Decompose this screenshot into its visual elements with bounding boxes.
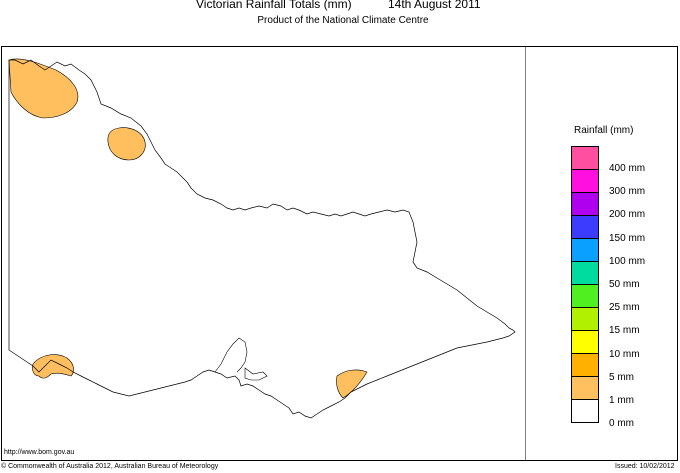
legend-swatch [571, 376, 599, 399]
legend-swatch [571, 261, 599, 284]
legend-label: 15 mm [609, 325, 640, 337]
footer-url[interactable]: http://www.bom.gov.au [4, 449, 75, 456]
legend-swatch [571, 307, 599, 330]
port-phillip-bay [214, 337, 268, 381]
rain-area-south [336, 369, 368, 399]
legend-swatch [571, 399, 599, 423]
legend-swatch [571, 146, 599, 169]
legend-swatch [571, 353, 599, 376]
victoria-map [8, 46, 526, 461]
victoria-outline [8, 59, 516, 419]
legend-swatch [571, 238, 599, 261]
legend-title: Rainfall (mm) [574, 125, 634, 136]
legend-label: 5 mm [609, 371, 634, 383]
legend-swatch [571, 192, 599, 215]
rain-area-north [107, 127, 146, 161]
title-date: 14th August 2011 [388, 0, 481, 11]
title-text: Victorian Rainfall Totals (mm) [196, 0, 352, 11]
rainfall-legend [571, 146, 599, 423]
legend-label: 200 mm [609, 209, 646, 221]
legend-label: 1 mm [609, 395, 634, 406]
legend-swatch [571, 284, 599, 307]
legend-label: 300 mm [609, 186, 646, 198]
legend-label: 0 mm [609, 418, 634, 430]
map-frame [1, 46, 678, 461]
legend-label: 50 mm [609, 279, 640, 290]
subtitle: Product of the National Climate Centre [257, 15, 429, 26]
legend-swatch [571, 330, 599, 353]
legend-label: 10 mm [609, 348, 640, 360]
legend-swatch [571, 169, 599, 192]
legend-label: 100 mm [609, 255, 646, 267]
legend-swatch [571, 215, 599, 238]
footer-issued: Issued: 10/02/2012 [615, 463, 675, 470]
legend-label: 400 mm [609, 163, 646, 174]
footer-copyright: © Commonwealth of Australia 2012, Austra… [1, 463, 219, 470]
legend-label: 150 mm [609, 232, 646, 244]
rain-area-southwest [32, 354, 74, 379]
rain-area-northwest [8, 58, 79, 119]
legend-label: 25 mm [609, 302, 640, 314]
